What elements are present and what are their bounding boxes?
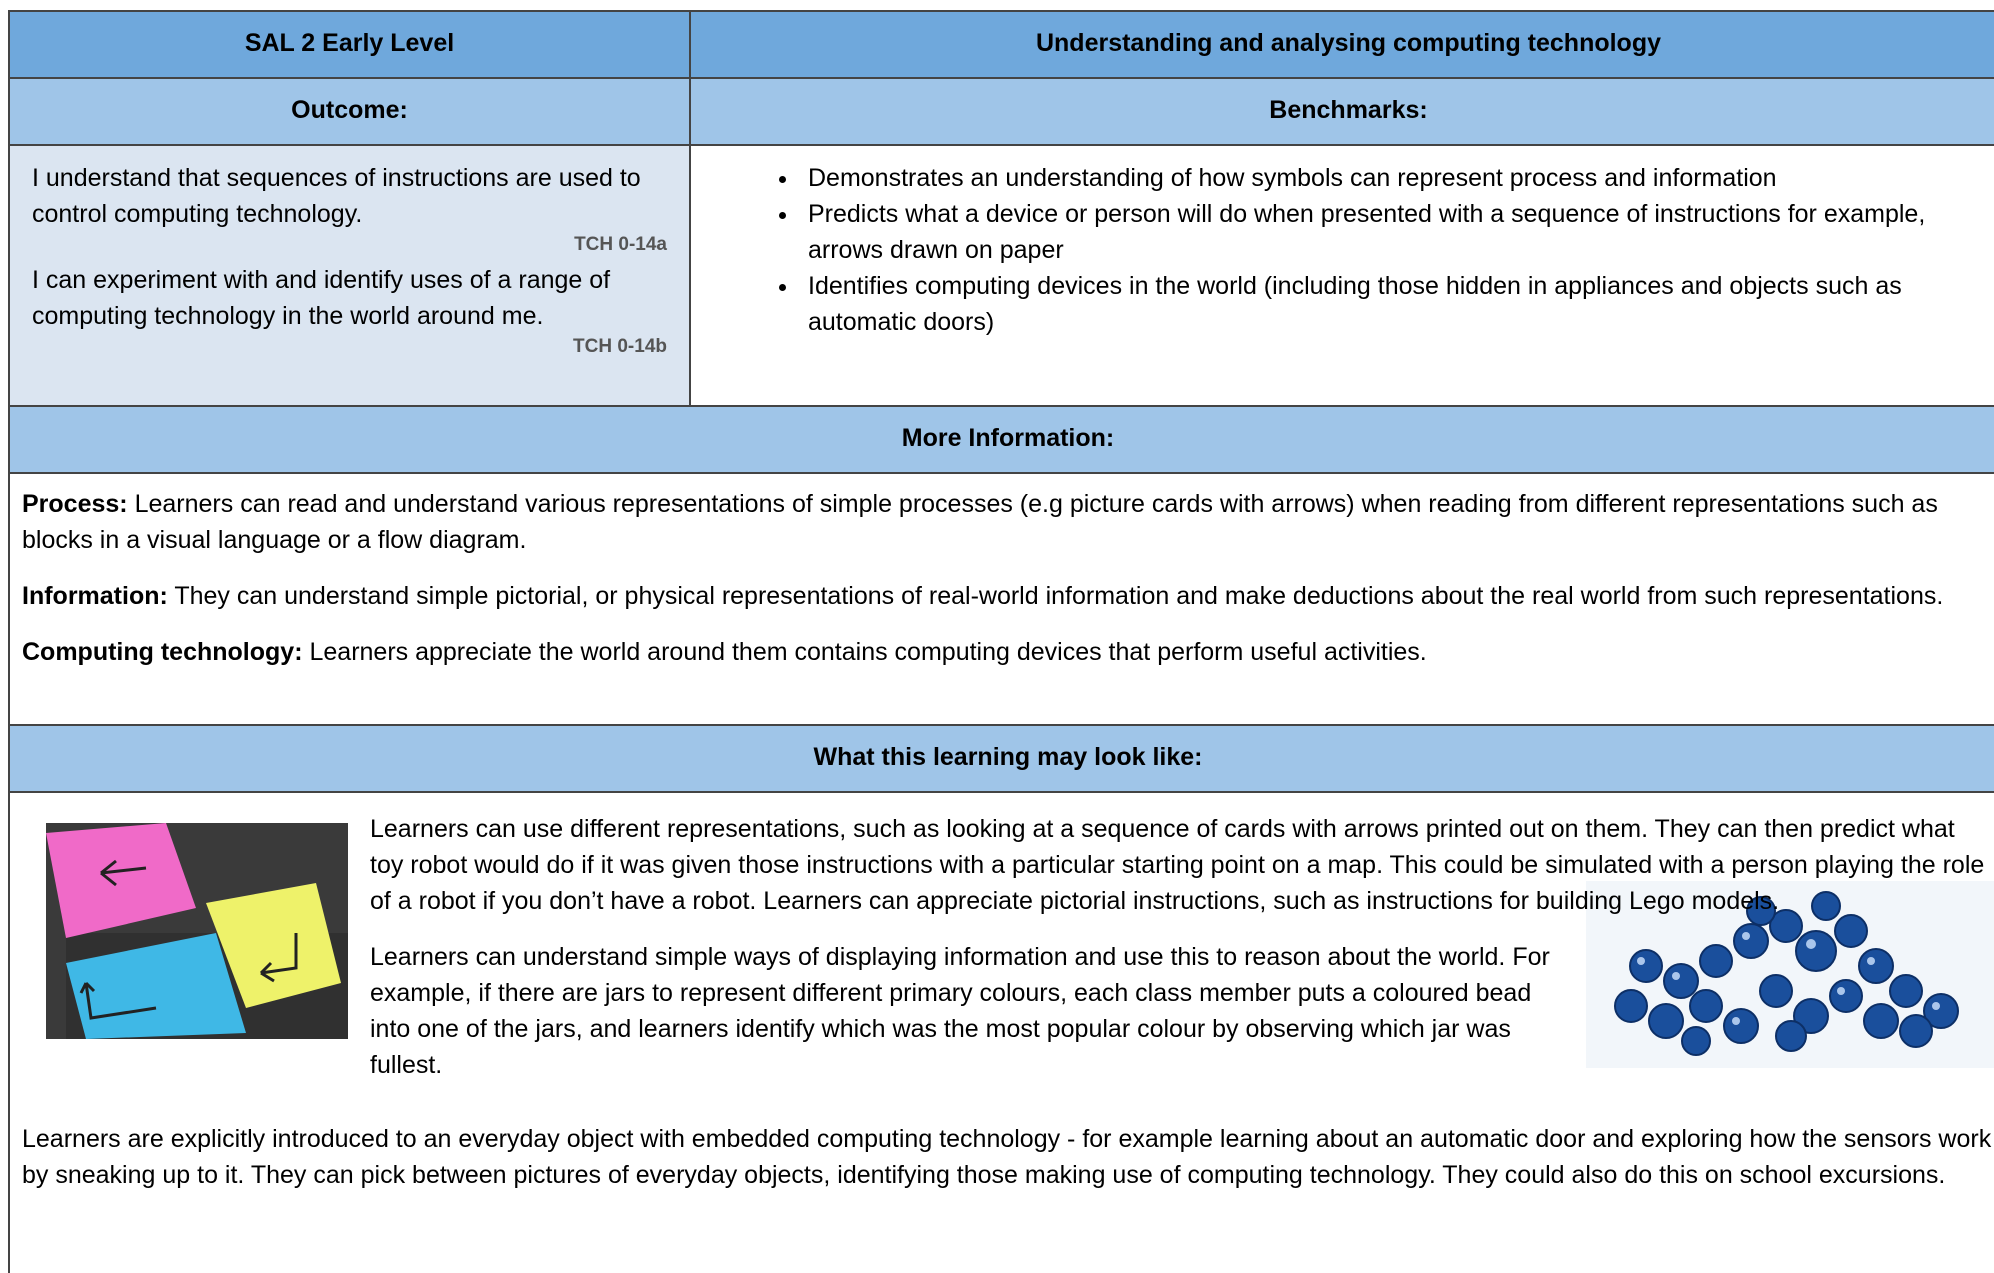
subheader-row: Outcome: Benchmarks: bbox=[8, 79, 1994, 146]
info-label: Computing technology: bbox=[22, 638, 303, 666]
header-left: SAL 2 Early Level bbox=[10, 12, 691, 77]
outcome-row: I understand that sequences of instructi… bbox=[8, 146, 1994, 407]
info-item: Computing technology: Learners appreciat… bbox=[22, 634, 1986, 670]
benchmark: Predicts what a device or person will do… bbox=[800, 196, 1994, 268]
outcome-code: TCH 0-14b bbox=[573, 336, 667, 357]
outcomes: I understand that sequences of instructi… bbox=[10, 146, 691, 405]
outcome-text: I can experiment with and identify uses … bbox=[32, 266, 611, 330]
info-text: Learners appreciate the world around the… bbox=[309, 638, 1427, 666]
learning-paragraph: Learners are explicitly introduced to an… bbox=[22, 1125, 1992, 1189]
learning-row: What this learning may look like: bbox=[8, 726, 1994, 793]
info-label: Process: bbox=[22, 490, 128, 518]
benchmarks-heading: Benchmarks: bbox=[691, 79, 1994, 144]
learning-heading: What this learning may look like: bbox=[10, 726, 1994, 791]
benchmark: Identifies computing devices in the worl… bbox=[800, 268, 1994, 340]
outcome-text: I understand that sequences of instructi… bbox=[32, 164, 641, 228]
learning-body-row: Learners can use different representatio… bbox=[8, 793, 1994, 1273]
outcome-heading: Outcome: bbox=[10, 79, 691, 144]
outcome-code: TCH 0-14a bbox=[574, 234, 667, 255]
benchmark-list: Demonstrates an understanding of how sym… bbox=[691, 160, 1994, 340]
info: Process: Learners can read and understan… bbox=[10, 474, 1994, 724]
benchmark: Demonstrates an understanding of how sym… bbox=[800, 160, 1994, 196]
marbles-image bbox=[1586, 881, 1994, 1068]
header-row: SAL 2 Early Level Understanding and anal… bbox=[8, 10, 1994, 79]
more-info-row: More Information: bbox=[8, 407, 1994, 474]
document: SAL 2 Early Level Understanding and anal… bbox=[8, 10, 1994, 1273]
learning-paragraph: Learners can use different representatio… bbox=[370, 815, 1985, 915]
info-text: They can understand simple pictorial, or… bbox=[174, 582, 1944, 610]
info-label: Information: bbox=[22, 582, 168, 610]
header-right: Understanding and analysing computing te… bbox=[691, 12, 1994, 77]
learning: Learners can use different representatio… bbox=[10, 793, 1994, 1273]
sticky-notes-image bbox=[46, 823, 348, 1039]
info-text: Learners can read and understand various… bbox=[22, 490, 1938, 554]
learning-paragraph: Learners can understand simple ways of d… bbox=[22, 881, 1994, 1083]
info-item: Information: They can understand simple … bbox=[22, 578, 1986, 614]
info-row: Process: Learners can read and understan… bbox=[8, 474, 1994, 726]
benchmarks: Demonstrates an understanding of how sym… bbox=[691, 146, 1994, 405]
info-item: Process: Learners can read and understan… bbox=[22, 486, 1986, 558]
more-info-heading: More Information: bbox=[10, 407, 1994, 472]
